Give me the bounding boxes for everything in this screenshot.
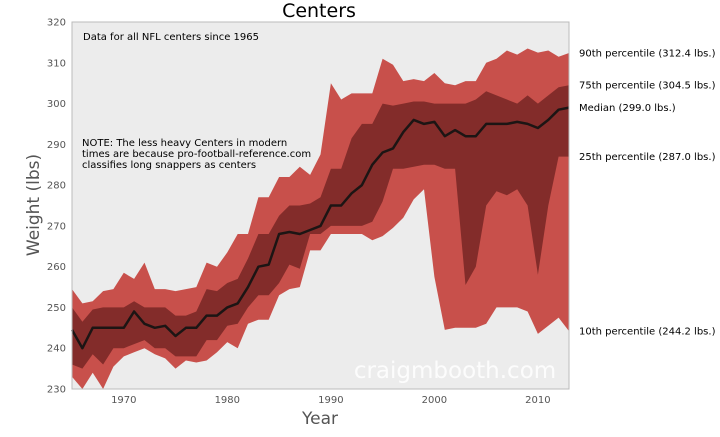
y-tick-label: 250 — [47, 303, 66, 314]
y-tick-label: 300 — [47, 99, 66, 110]
y-tick-label: 230 — [47, 385, 66, 396]
percentile-label-median: Median (299.0 lbs.) — [579, 103, 676, 114]
y-tick-label: 310 — [47, 58, 66, 69]
x-axis-title: Year — [301, 409, 338, 429]
note-line: times are because pro-football-reference… — [82, 149, 311, 160]
data-source-note: Data for all NFL centers since 1965 — [83, 32, 259, 43]
y-tick-label: 240 — [47, 344, 66, 355]
watermark: craigmbooth.com — [354, 358, 556, 384]
median-line — [70, 106, 570, 350]
x-tick-labels: 1970 1980 1990 2000 2010 — [111, 395, 551, 406]
note-line: classifies long snappers as centers — [82, 160, 256, 171]
y-tick-label: 320 — [47, 18, 66, 29]
y-tick-label: 290 — [47, 140, 66, 151]
y-axis-title: Weight (lbs) — [24, 154, 44, 256]
y-tick-labels: 230 240 250 260 270 280 290 300 310 320 — [47, 18, 66, 396]
percentile-label-p90: 90th percentile (312.4 lbs.) — [579, 49, 716, 60]
percentile-label-p25: 25th percentile (287.0 lbs.) — [579, 152, 716, 163]
x-tick-label: 1980 — [215, 395, 240, 406]
plot-frame — [71, 21, 570, 390]
x-tick-label: 2010 — [525, 395, 550, 406]
x-tick-label: 1970 — [111, 395, 136, 406]
line-layer — [70, 106, 570, 350]
y-tick-label: 280 — [47, 181, 66, 192]
y-tick-label: 270 — [47, 221, 66, 232]
y-tick-label: 260 — [47, 262, 66, 273]
x-tick-label: 1990 — [318, 395, 343, 406]
percentile-label-p75: 75th percentile (304.5 lbs.) — [579, 81, 716, 92]
percentile-labels: 90th percentile (312.4 lbs.) 75th percent… — [579, 49, 716, 338]
percentile-label-p10: 10th percentile (244.2 lbs.) — [579, 327, 716, 338]
note-line: NOTE: The less heavy Centers in modern — [82, 138, 287, 149]
chart-title: Centers — [282, 0, 356, 22]
x-tick-label: 2000 — [422, 395, 447, 406]
